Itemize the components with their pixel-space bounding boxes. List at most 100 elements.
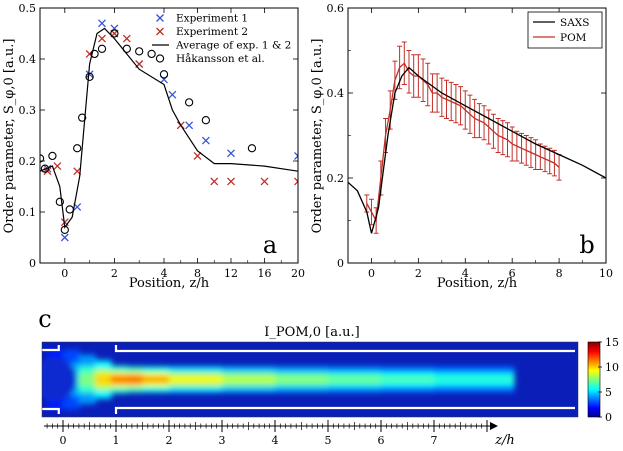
c-axis-tick-label: 1 xyxy=(113,434,120,447)
panel-c-title: I_POM,0 [a.u.] xyxy=(264,325,359,340)
panel-b-label: b xyxy=(579,231,594,259)
a-xtick-label: 16 xyxy=(258,267,272,280)
b-legend-box xyxy=(527,11,603,49)
b-xtick-label: 10 xyxy=(599,267,613,280)
colorbar-tick-label: 5 xyxy=(605,386,612,399)
a-point-2 xyxy=(122,34,131,43)
a-xtick-label: 12 xyxy=(224,267,238,280)
b-xtick-label: 0 xyxy=(368,267,375,280)
a-legend-label: Håkansson et al. xyxy=(176,52,265,65)
heatmap-peak xyxy=(126,376,144,383)
a-xtick-label: 20 xyxy=(291,267,305,280)
a-legend-label: Experiment 2 xyxy=(176,26,248,38)
channel-walls xyxy=(42,345,575,414)
heatmap-peak xyxy=(169,376,223,383)
b-series-saxs xyxy=(348,66,606,234)
b-xtick-label: 8 xyxy=(556,267,563,280)
panel-a-ylabel: Order parameter, S_φ,0 [a.u.] xyxy=(2,39,17,234)
c-axis-tick-label: 5 xyxy=(325,434,332,447)
heatmap-peak xyxy=(110,376,128,383)
a-point-hakansson xyxy=(48,151,57,161)
colorbar-tick-label: 10 xyxy=(605,361,619,374)
colorbar-tick-label: 0 xyxy=(605,411,612,424)
a-point-1 xyxy=(85,70,94,79)
panel-a-label: a xyxy=(263,231,277,259)
wall-inlet-top xyxy=(42,345,60,352)
a-point-hakansson xyxy=(201,116,211,125)
colorbar-tick-label: 15 xyxy=(605,336,619,349)
b-legend-label: SAXS xyxy=(560,17,589,29)
a-ytick-label: 0.4 xyxy=(19,53,37,66)
heatmap-inlet xyxy=(42,357,78,402)
a-point-hakansson xyxy=(60,225,69,234)
a-ytick-label: 0.2 xyxy=(19,155,37,168)
c-axis-tick-label: 3 xyxy=(219,434,226,447)
a-xtick-label: 0 xyxy=(61,267,68,280)
a-point-hakansson xyxy=(40,164,50,173)
a-series-line xyxy=(40,27,298,229)
b-series-pom xyxy=(366,62,560,223)
c-axis-tick-label: 6 xyxy=(378,434,385,447)
a-ytick-label: 0.3 xyxy=(19,104,37,117)
a-point-2 xyxy=(193,151,202,160)
a-legend-marker xyxy=(155,54,165,63)
colorbar xyxy=(587,341,601,418)
c-axis-arrowhead xyxy=(490,422,498,430)
b-ytick-label: 0.6 xyxy=(327,2,345,15)
a-point-2 xyxy=(260,177,269,186)
heatmap-peak xyxy=(222,376,276,383)
heatmap-peak xyxy=(381,376,435,383)
a-point-1 xyxy=(98,19,106,28)
b-xtick-label: 4 xyxy=(462,267,469,280)
heatmap-peak xyxy=(142,376,170,383)
a-xtick-label: 2 xyxy=(111,267,118,280)
panel-a-frame xyxy=(39,7,299,264)
a-point-2 xyxy=(210,177,219,186)
heatmap-peak xyxy=(275,376,329,383)
a-point-hakansson xyxy=(247,144,257,153)
a-point-2 xyxy=(227,177,235,186)
a-legend-marker xyxy=(156,14,164,22)
a-point-1 xyxy=(185,121,194,130)
a-point-2 xyxy=(98,34,106,43)
panel-b-plot-area xyxy=(348,41,606,234)
colorbar-ticks: 0 5 10 15 xyxy=(598,336,619,424)
panel-b-xlabel: Position, z/h xyxy=(437,276,518,291)
wall-inlet-bottom xyxy=(42,407,60,414)
a-legend-label: Experiment 1 xyxy=(176,13,248,25)
heatmap-peak xyxy=(94,374,112,385)
panel-a-plot-area xyxy=(40,19,298,242)
a-point-hakansson xyxy=(55,197,64,206)
panel-b-ylabel: Order parameter, S_φ,0 [a.u.] xyxy=(310,39,325,234)
panel-a: 0 2 4 8 12 16 20 0 0.1 0.2 0.3 0.4 0.5 Position, z/h… xyxy=(2,2,305,291)
a-xtick-label: 8 xyxy=(194,267,201,280)
wall-channel-top xyxy=(114,345,575,353)
c-axis-tick-label: 7 xyxy=(431,434,438,447)
wall-channel-bottom xyxy=(114,406,575,414)
a-xtick-label: 4 xyxy=(161,267,168,280)
a-point-hakansson xyxy=(90,49,99,59)
b-ytick-label: 0.2 xyxy=(327,172,345,185)
a-point-hakansson xyxy=(73,144,82,153)
panel-c-heatmap xyxy=(42,342,578,417)
panel-b-legend: SAXS POM xyxy=(527,11,603,49)
b-legend-label: POM xyxy=(560,32,587,44)
a-legend-label: Average of exp. 1 & 2 xyxy=(175,40,291,52)
a-point-hakansson xyxy=(184,98,194,107)
heatmap-peak xyxy=(78,373,96,386)
panel-c-axis: 0 1 2 3 4 5 6 7 z/h xyxy=(44,420,515,448)
c-axis-tick-label: 2 xyxy=(166,434,173,447)
a-point-hakansson xyxy=(65,205,74,214)
a-point-2 xyxy=(294,177,298,186)
b-ytick-label: 0.4 xyxy=(327,87,345,100)
a-point-2 xyxy=(53,162,62,171)
a-point-1 xyxy=(294,151,298,160)
a-point-hakansson xyxy=(110,29,119,38)
panel-b: 0 2 4 6 8 10 0 0.2 0.4 0.6 Position, z/h Order pa… xyxy=(310,2,613,291)
a-ytick-label: 0 xyxy=(29,257,36,270)
b-xtick-label: 6 xyxy=(509,267,516,280)
a-point-hakansson xyxy=(135,47,144,56)
heatmap-peak xyxy=(328,376,382,383)
a-legend-marker xyxy=(156,27,164,36)
